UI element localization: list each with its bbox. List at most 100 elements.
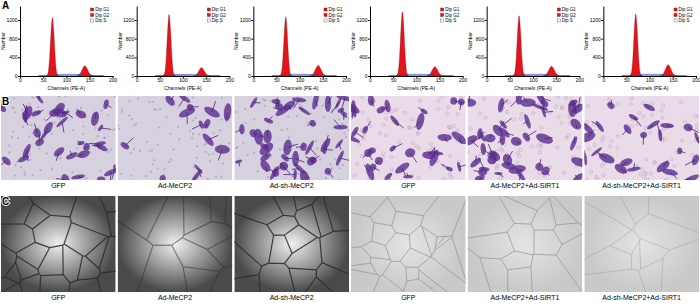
cell-process [503, 118, 511, 124]
membrane-pore [39, 148, 40, 149]
y-axis-line [603, 7, 604, 77]
cell-process [483, 149, 491, 156]
x-axis-title: Channels (PE-A) [48, 85, 86, 91]
x-tick-label: 150 [669, 77, 678, 83]
migrated-cell [570, 155, 582, 169]
x-tick: 100 [413, 76, 422, 83]
legend-label: Dip G2 [562, 13, 577, 18]
membrane-pore [237, 146, 238, 147]
x-axis: 050100150200 [136, 76, 234, 83]
y-tick-mark [135, 57, 137, 58]
migrated-cell [253, 128, 264, 145]
membrane-pore [561, 105, 564, 108]
cell-process [414, 121, 420, 127]
migrated-cell [480, 143, 487, 156]
membrane-pore [367, 118, 370, 121]
tube-network [468, 196, 583, 292]
membrane-pore [52, 168, 53, 169]
membrane-pore [483, 132, 486, 135]
membrane-pore [695, 124, 698, 127]
migrated-cell [420, 108, 429, 116]
y-tick-mark [601, 76, 603, 77]
y-tick-label: 0 [598, 73, 601, 79]
series-area [155, 68, 220, 76]
membrane-pore [639, 173, 642, 176]
cell-process [288, 144, 298, 147]
migrated-cell [491, 123, 505, 138]
membrane-pore [228, 143, 229, 144]
membrane-pore [680, 101, 683, 104]
x-tick-label: 200 [692, 77, 700, 83]
membrane-pore [24, 171, 25, 172]
x-tick-label: 0 [602, 77, 605, 83]
histogram-panel: 05010015020004008001200Channels (PE-A)Nu… [467, 7, 585, 92]
legend: Dip G1Dip G2Dip S [324, 7, 343, 23]
membrane-pore [16, 161, 17, 162]
membrane-pore [610, 139, 613, 142]
cell-process [633, 163, 635, 169]
cell-process [187, 113, 188, 125]
cell-process [77, 154, 84, 157]
membrane-pore [649, 172, 652, 175]
membrane-pore [382, 152, 385, 155]
migrated-cell [568, 98, 579, 107]
cell-process [363, 151, 372, 158]
tube-network [234, 196, 349, 292]
migrated-cell [450, 129, 466, 146]
x-tick: 50 [274, 76, 280, 83]
membrane-pore [108, 115, 109, 116]
tube-image [234, 196, 349, 292]
membrane-pore [153, 160, 154, 161]
migrated-cell [279, 162, 288, 171]
series-area [272, 17, 337, 76]
membrane-pore [447, 125, 450, 128]
membrane-pore [590, 170, 593, 173]
y-tick-mark [18, 57, 20, 58]
x-tick-label: 50 [158, 77, 164, 83]
membrane-pore [301, 106, 302, 107]
membrane-pore [330, 164, 331, 165]
x-axis: 050100150200 [486, 76, 584, 83]
legend: Dip G1Dip G2Dip S [557, 7, 576, 23]
membrane-pore [101, 110, 102, 111]
x-tick: 150 [436, 76, 445, 83]
membrane-pore [192, 97, 193, 98]
cell-process [592, 121, 600, 126]
x-tick-label: 50 [508, 77, 514, 83]
legend-label: Dip S [212, 18, 223, 23]
membrane-pore [196, 157, 197, 158]
cell-process [670, 172, 677, 178]
membrane-pore [353, 174, 356, 177]
migrated-cell [215, 145, 231, 154]
legend-swatch [557, 8, 560, 11]
membrane-pore [72, 130, 73, 131]
membrane-pore [322, 105, 323, 106]
membrane-pore [505, 110, 508, 113]
membrane-pore [265, 100, 266, 101]
membrane-pore [191, 138, 192, 139]
x-tick: 50 [41, 76, 47, 83]
membrane-pore [519, 117, 522, 120]
cell-process [508, 151, 513, 160]
cell-process [296, 159, 305, 163]
membrane-pore [104, 137, 105, 138]
cell-process [62, 122, 64, 132]
tube-image [1, 196, 116, 292]
cell-process [472, 137, 482, 142]
panel-label: B [2, 96, 9, 107]
migrated-cell [1, 155, 12, 167]
migrated-cell [77, 140, 85, 146]
y-tick-mark [601, 20, 603, 21]
histogram-panel: 05010015020004008001200Channels (PE-A)Nu… [583, 7, 700, 92]
cell-process [265, 153, 267, 157]
membrane-pore [344, 132, 345, 133]
y-tick: 800 [476, 36, 487, 42]
migrated-cell [263, 130, 272, 144]
y-tick-mark [368, 76, 370, 77]
membrane-pore [288, 137, 289, 138]
migrated-cell [164, 96, 177, 108]
y-tick: 0 [481, 73, 486, 79]
cell-process [579, 154, 582, 162]
image-background [234, 96, 349, 180]
y-tick-mark [601, 57, 603, 58]
